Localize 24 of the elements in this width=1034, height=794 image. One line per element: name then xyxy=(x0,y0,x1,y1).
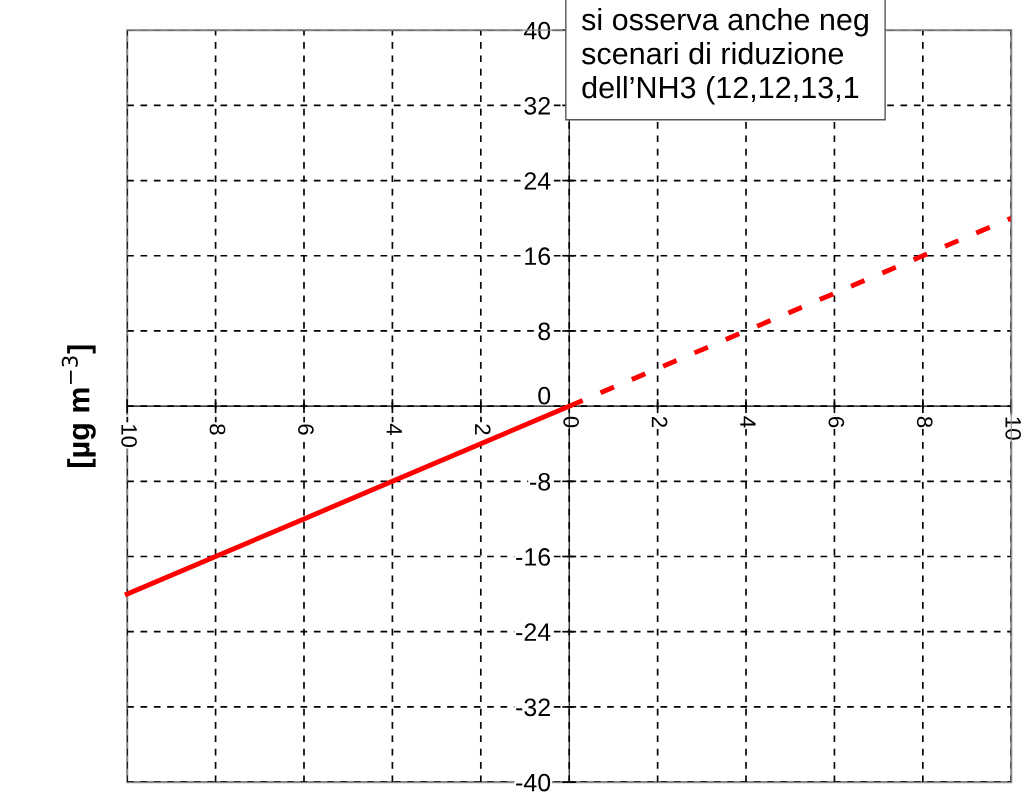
x-tick-label: 2 xyxy=(651,416,668,428)
y-tick-label: -40 xyxy=(516,773,551,792)
x-tick-label: -4 xyxy=(386,416,402,435)
y-axis-title: [µg m$^{−3}$] xyxy=(61,345,96,467)
y-tick-label: 8 xyxy=(538,322,551,341)
x-tick-label: -10 xyxy=(121,416,137,448)
x-tick-label: -6 xyxy=(298,416,314,435)
x-tick-label: -2 xyxy=(475,416,491,435)
x-tick-label: 4 xyxy=(740,416,756,428)
y-tick-label: -16 xyxy=(516,548,551,566)
y-tick-label: 0 xyxy=(538,386,551,405)
y-tick-label: 32 xyxy=(524,96,550,115)
y-tick-label: -32 xyxy=(516,698,550,717)
y-tick-label: 40 xyxy=(523,21,551,40)
y-tick-label: 24 xyxy=(524,172,551,190)
y-tick-label: 16 xyxy=(525,247,551,266)
x-tick-label: 6 xyxy=(828,416,845,428)
x-tick-label: 10 xyxy=(1005,417,1022,440)
y-tick-label: -24 xyxy=(516,623,551,641)
x-tick-label: -8 xyxy=(209,416,226,435)
annotation: si osserva anche neg scenari di riduzione dell’NH3 (12,12,13,1 xyxy=(581,7,868,105)
x-tick-label: 0 xyxy=(563,416,579,428)
x-tick-label: 8 xyxy=(916,416,933,428)
y-tick-label: -8 xyxy=(530,472,551,491)
